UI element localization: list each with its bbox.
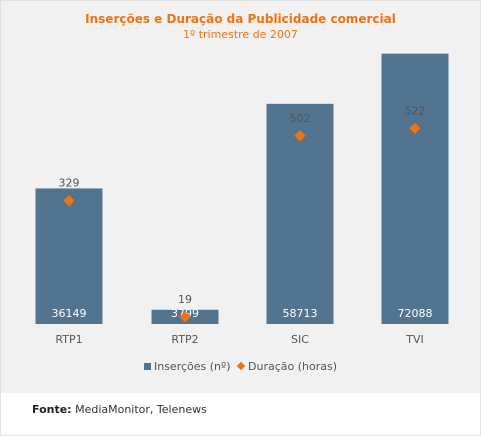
source-label: Fonte: [32, 403, 72, 416]
legend-swatch-bar [143, 363, 151, 370]
chart-plot: 36149329RTP1379919RTP258713502SIC7208852… [35, 53, 449, 346]
bar-value-label-sic: 58713 [283, 307, 318, 320]
bar-rtp1 [35, 188, 103, 324]
duration-label-rtp2: 19 [178, 293, 192, 306]
duration-label-tvi: 522 [405, 104, 426, 117]
bar-value-label-tvi: 72088 [398, 307, 433, 320]
legend-label-insercoes: Inserções (nº) [153, 360, 231, 373]
chart-title: Inserções e Duração da Publicidade comer… [85, 12, 396, 26]
chart-subtitle: 1º trimestre de 2007 [183, 28, 298, 41]
duration-label-rtp1: 329 [59, 177, 80, 190]
bar-tvi [381, 53, 449, 325]
category-label-sic: SIC [291, 333, 309, 346]
legend-item-insercoes: Inserções (nº) [143, 360, 231, 373]
chart-legend: Inserções (nº) Duração (horas) [1, 360, 480, 373]
source-note: Fonte: MediaMonitor, Telenews [32, 403, 207, 416]
legend-swatch-diamond [236, 361, 246, 371]
chart-area: Inserções e Duração da Publicidade comer… [1, 1, 480, 393]
category-label-rtp2: RTP2 [171, 333, 198, 346]
duration-marker-sic [294, 130, 306, 142]
bar-value-label-rtp1: 36149 [52, 307, 87, 320]
duration-marker-rtp2 [179, 311, 191, 323]
category-label-rtp1: RTP1 [55, 333, 82, 346]
source-text: MediaMonitor, Telenews [75, 403, 207, 416]
category-label-tvi: TVI [405, 333, 424, 346]
duration-label-sic: 502 [290, 112, 311, 125]
legend-item-duracao: Duração (horas) [236, 360, 337, 373]
legend-label-duracao: Duração (horas) [248, 360, 337, 373]
